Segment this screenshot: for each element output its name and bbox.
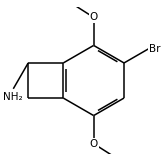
- Text: NH₂: NH₂: [4, 92, 23, 102]
- Text: O: O: [90, 139, 98, 149]
- Text: Br: Br: [149, 44, 161, 54]
- Text: O: O: [90, 12, 98, 22]
